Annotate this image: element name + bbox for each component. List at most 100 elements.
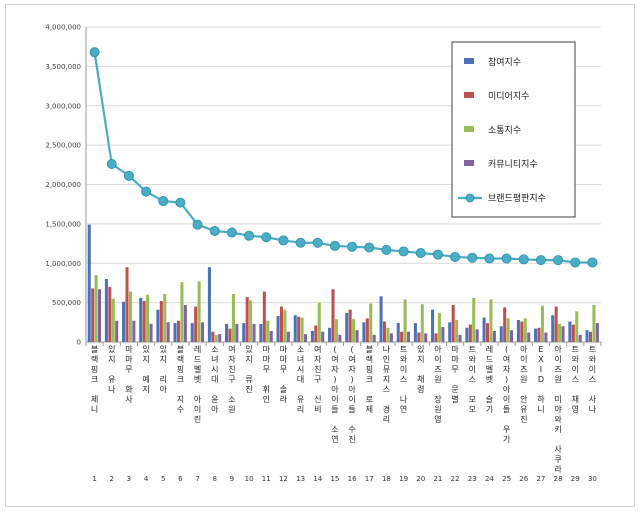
- bar: [362, 322, 366, 342]
- y-tick-label: 4,000,000: [45, 24, 81, 32]
- bar: [128, 291, 132, 342]
- bar: [108, 286, 112, 342]
- category-index: 30: [588, 475, 597, 483]
- category-index: 28: [554, 475, 563, 483]
- category-index: 1: [92, 475, 96, 483]
- bar: [259, 323, 263, 342]
- bar: [211, 331, 215, 342]
- brand-index-point: [432, 249, 443, 260]
- bar: [348, 309, 352, 342]
- bar: [249, 300, 253, 342]
- brand-index-point: [295, 237, 306, 248]
- category-index: 22: [451, 475, 460, 483]
- bar: [554, 306, 558, 342]
- bar: [331, 289, 335, 342]
- bar: [328, 327, 332, 342]
- bar: [400, 331, 404, 342]
- bar: [94, 275, 98, 342]
- bar: [252, 323, 256, 342]
- brand-index-point: [587, 257, 598, 268]
- category-index: 23: [468, 475, 477, 483]
- bar: [159, 301, 163, 342]
- category-index: 27: [536, 475, 545, 483]
- bar: [180, 282, 184, 342]
- bar: [214, 334, 218, 342]
- category-index: 14: [313, 475, 322, 483]
- bar: [283, 309, 287, 342]
- category-index: 2: [110, 475, 114, 483]
- bar: [262, 291, 266, 342]
- legend-swatch: [464, 92, 474, 98]
- bar: [286, 331, 290, 342]
- category-index: 6: [178, 475, 183, 483]
- bar: [585, 330, 589, 342]
- category-index: 10: [245, 475, 254, 483]
- bar: [115, 320, 119, 342]
- bar: [424, 333, 428, 342]
- brand-index-point: [106, 159, 117, 170]
- category-index: 3: [127, 475, 131, 483]
- y-tick-label: 1,500,000: [45, 220, 81, 228]
- bar: [163, 293, 167, 342]
- chart-frame: 0 500,000 1,000,000 1,500,000 2,000,000 2,500…: [5, 4, 635, 507]
- bar: [235, 323, 239, 342]
- bar: [352, 319, 356, 342]
- bar: [122, 301, 126, 342]
- y-tick-label: 1,000,000: [45, 260, 81, 268]
- bar: [365, 318, 369, 342]
- bar: [276, 316, 280, 342]
- bar: [228, 328, 232, 342]
- category-index: 29: [571, 475, 580, 483]
- bar: [242, 323, 246, 342]
- category-index: 25: [502, 475, 511, 483]
- bar: [132, 320, 136, 342]
- bar: [266, 320, 270, 342]
- y-tick-label: 2,500,000: [45, 142, 81, 150]
- bar: [389, 333, 393, 342]
- legend-label: 브랜드평판지수: [488, 193, 546, 204]
- bar: [173, 323, 177, 342]
- bar: [561, 326, 565, 342]
- bar: [403, 299, 407, 342]
- bar: [104, 279, 108, 342]
- bar: [431, 309, 435, 342]
- brand-index-point: [329, 240, 340, 251]
- bar: [314, 325, 318, 342]
- brand-index-point: [381, 244, 392, 255]
- brand-index-point: [467, 252, 478, 263]
- bar: [194, 306, 198, 342]
- bar: [382, 321, 387, 342]
- brand-index-point: [278, 235, 289, 246]
- bar: [300, 317, 304, 342]
- bar: [386, 327, 390, 342]
- brand-index-point: [347, 241, 358, 252]
- brand-index-point: [484, 253, 495, 264]
- bar: [176, 320, 181, 342]
- bar: [317, 302, 321, 342]
- category-index: 16: [348, 475, 357, 483]
- bar: [225, 323, 229, 342]
- bar: [125, 267, 129, 342]
- brand-index-point: [570, 257, 581, 268]
